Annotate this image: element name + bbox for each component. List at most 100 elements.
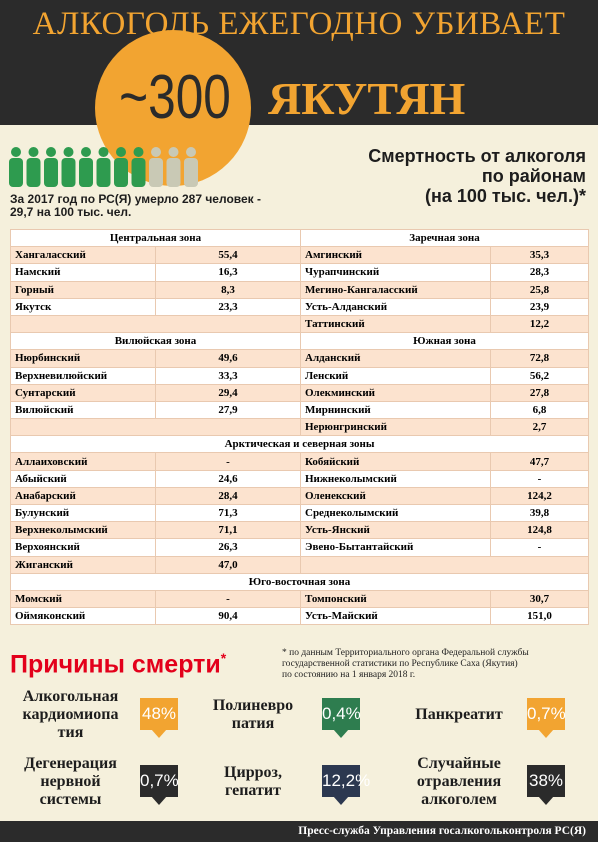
district-row: Жиганский 47,0 — [10, 555, 589, 574]
district-value: - — [490, 469, 589, 488]
zone-row: Центральная зона Заречная зона — [10, 228, 589, 248]
district-value: 124,8 — [490, 521, 589, 540]
district-name: Эвено-Бытантайский — [300, 538, 491, 557]
zone-row: Арктическая и северная зоны — [10, 435, 589, 454]
district-value: 26,3 — [155, 538, 301, 557]
cause-badge: 0,7% — [140, 765, 179, 805]
icon-body — [114, 158, 128, 187]
district-value: 6,8 — [490, 400, 589, 420]
district-name: Мегино-Кангаласский — [300, 280, 491, 299]
zone-header: Юго-восточная зона — [10, 572, 589, 591]
district-row: Хангаласский 55,4 Амгинский 35,3 — [10, 246, 589, 265]
district-name: Абыйский — [10, 469, 156, 488]
district-row: Верхоянский 26,3 Эвено-Бытантайский - — [10, 538, 589, 557]
district-row: Таттинский 12,2 — [10, 314, 589, 334]
district-value: 16,3 — [155, 263, 301, 282]
district-name: Аллаиховский — [10, 452, 156, 471]
district-row: Верхнеколымский 71,1 Усть-Янский 124,8 — [10, 521, 589, 540]
cause-label: Полиневро патия — [212, 697, 294, 732]
district-row: Аллаиховский - Кобяйский 47,7 — [10, 452, 589, 471]
district-row: Нерюнгринский 2,7 — [10, 418, 589, 437]
people-icons — [9, 147, 198, 187]
district-row: Верхневилюйский 33,3 Ленский 56,2 — [10, 366, 589, 385]
empty-cell — [10, 418, 301, 437]
icon-head — [98, 147, 109, 157]
district-name: Вилюйский — [10, 400, 156, 420]
cause-badge: 0,4% — [322, 698, 361, 738]
zone-header: Центральная зона — [10, 228, 301, 248]
district-value: 35,3 — [490, 246, 589, 265]
cause-badge: 0,7% — [527, 698, 566, 738]
district-value: 8,3 — [155, 280, 301, 299]
icon-body — [149, 158, 163, 187]
district-value: 55,4 — [155, 246, 301, 265]
district-value: 151,0 — [490, 607, 589, 626]
icon-body — [44, 158, 58, 187]
icon-body — [79, 158, 93, 187]
district-name: Нижнеколымский — [300, 469, 491, 488]
causes-title: Причины смерти* — [10, 650, 226, 679]
district-name: Кобяйский — [300, 452, 491, 471]
zone-header: Заречная зона — [300, 228, 589, 248]
district-name: Анабарский — [10, 486, 156, 506]
district-value: 28,3 — [490, 263, 589, 282]
district-row: Оймяконский 90,4 Усть-Майский 151,0 — [10, 607, 589, 626]
district-value: 27,8 — [490, 383, 589, 402]
district-value: - — [490, 538, 589, 557]
icon-head — [46, 147, 56, 157]
district-name: Булунский — [10, 503, 156, 523]
district-value: 27,9 — [155, 400, 301, 420]
causes-title-text: Причины смерти — [10, 650, 221, 679]
district-name: Сунтарский — [10, 383, 156, 402]
zone-header: Южная зона — [300, 332, 589, 351]
district-name: Таттинский — [300, 314, 491, 334]
icon-head — [151, 147, 161, 157]
district-row: Намский 16,3 Чурапчинский 28,3 — [10, 263, 589, 282]
district-value: 71,1 — [155, 521, 301, 540]
cause-label: Случайные отравления алкоголем — [416, 755, 502, 808]
district-value: 2,7 — [490, 418, 589, 437]
district-row: Горный 8,3 Мегино-Кангаласский 25,8 — [10, 280, 589, 299]
district-value: 33,3 — [155, 366, 301, 385]
district-value: 124,2 — [490, 486, 589, 506]
district-name: Верхневилюйский — [10, 366, 156, 385]
district-name: Чурапчинский — [300, 263, 491, 282]
empty-cell — [300, 555, 589, 574]
district-name: Ленский — [300, 366, 491, 385]
district-name: Усть-Алданский — [300, 297, 491, 316]
subtitle: Смертность от алкоголя по районам (на 10… — [368, 146, 586, 206]
cause-badge: 12,2% — [322, 765, 370, 805]
district-row: Якутск 23,3 Усть-Алданский 23,9 — [10, 297, 589, 316]
zone-row: Юго-восточная зона — [10, 572, 589, 591]
district-name: Хангаласский — [10, 246, 156, 265]
cause-label: Алкогольная кардиомиопа тия — [22, 688, 119, 741]
district-name: Олекминский — [300, 383, 491, 402]
district-value: 72,8 — [490, 349, 589, 368]
district-value: 24,6 — [155, 469, 301, 488]
district-name: Амгинский — [300, 246, 491, 265]
district-name: Жиганский — [10, 555, 156, 574]
district-row: Вилюйский 27,9 Мирнинский 6,8 — [10, 400, 589, 420]
district-name: Горный — [10, 280, 156, 299]
icon-body — [184, 158, 198, 187]
icon-head — [116, 147, 126, 157]
district-name: Среднеколымский — [300, 503, 491, 523]
district-value: 47,7 — [490, 452, 589, 471]
icon-body — [26, 158, 41, 187]
district-row: Сунтарский 29,4 Олекминский 27,8 — [10, 383, 589, 402]
icon-body — [96, 158, 111, 187]
district-value: 71,3 — [155, 503, 301, 523]
district-table: Центральная зона Заречная зона Хангаласски… — [10, 228, 589, 626]
district-value: 23,3 — [155, 297, 301, 316]
district-value: 30,7 — [490, 589, 589, 609]
icon-head — [28, 147, 39, 157]
icon-head — [63, 147, 74, 157]
footer: Пресс-служба Управления госалкогольконтр… — [0, 821, 598, 842]
district-row: Булунский 71,3 Среднеколымский 39,8 — [10, 503, 589, 523]
icon-head — [186, 147, 196, 157]
icon-head — [133, 147, 144, 157]
icon-head — [81, 147, 91, 157]
district-name: Намский — [10, 263, 156, 282]
district-name: Томпонский — [300, 589, 491, 609]
